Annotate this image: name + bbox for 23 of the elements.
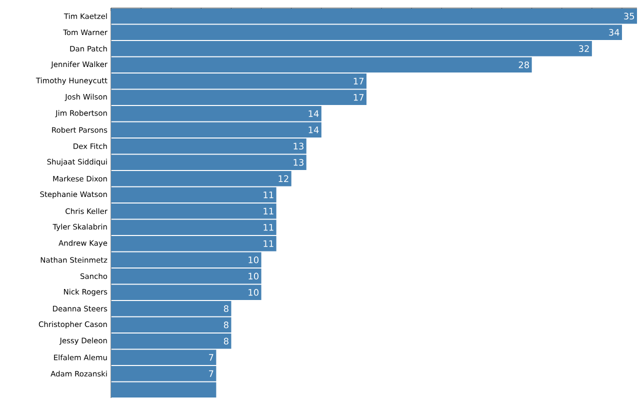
data-label: 11: [264, 240, 274, 247]
data-label: 8: [224, 338, 228, 345]
data-label: 7: [209, 370, 214, 377]
data-label: 11: [264, 224, 274, 231]
data-label: 14: [308, 126, 319, 134]
data-label: 11: [264, 192, 274, 198]
data-label: 13: [294, 158, 304, 166]
data-label: 10: [248, 256, 258, 264]
data-label: 8: [224, 321, 228, 328]
data-label: 8: [224, 305, 228, 312]
data-label: 10: [248, 272, 258, 280]
data-label: 32: [578, 45, 589, 52]
data-label: 14: [308, 110, 319, 117]
data-label: 17: [354, 78, 364, 84]
data-label: 17: [354, 94, 364, 101]
data-label: 35: [624, 12, 634, 20]
data-label: 13: [294, 142, 304, 150]
data-label: 7: [209, 354, 214, 361]
data-label: 28: [518, 61, 529, 68]
data-label: 34: [609, 28, 620, 36]
data-label: 12: [278, 175, 288, 182]
data-label: 11: [264, 208, 274, 214]
data-label: 10: [248, 288, 258, 296]
